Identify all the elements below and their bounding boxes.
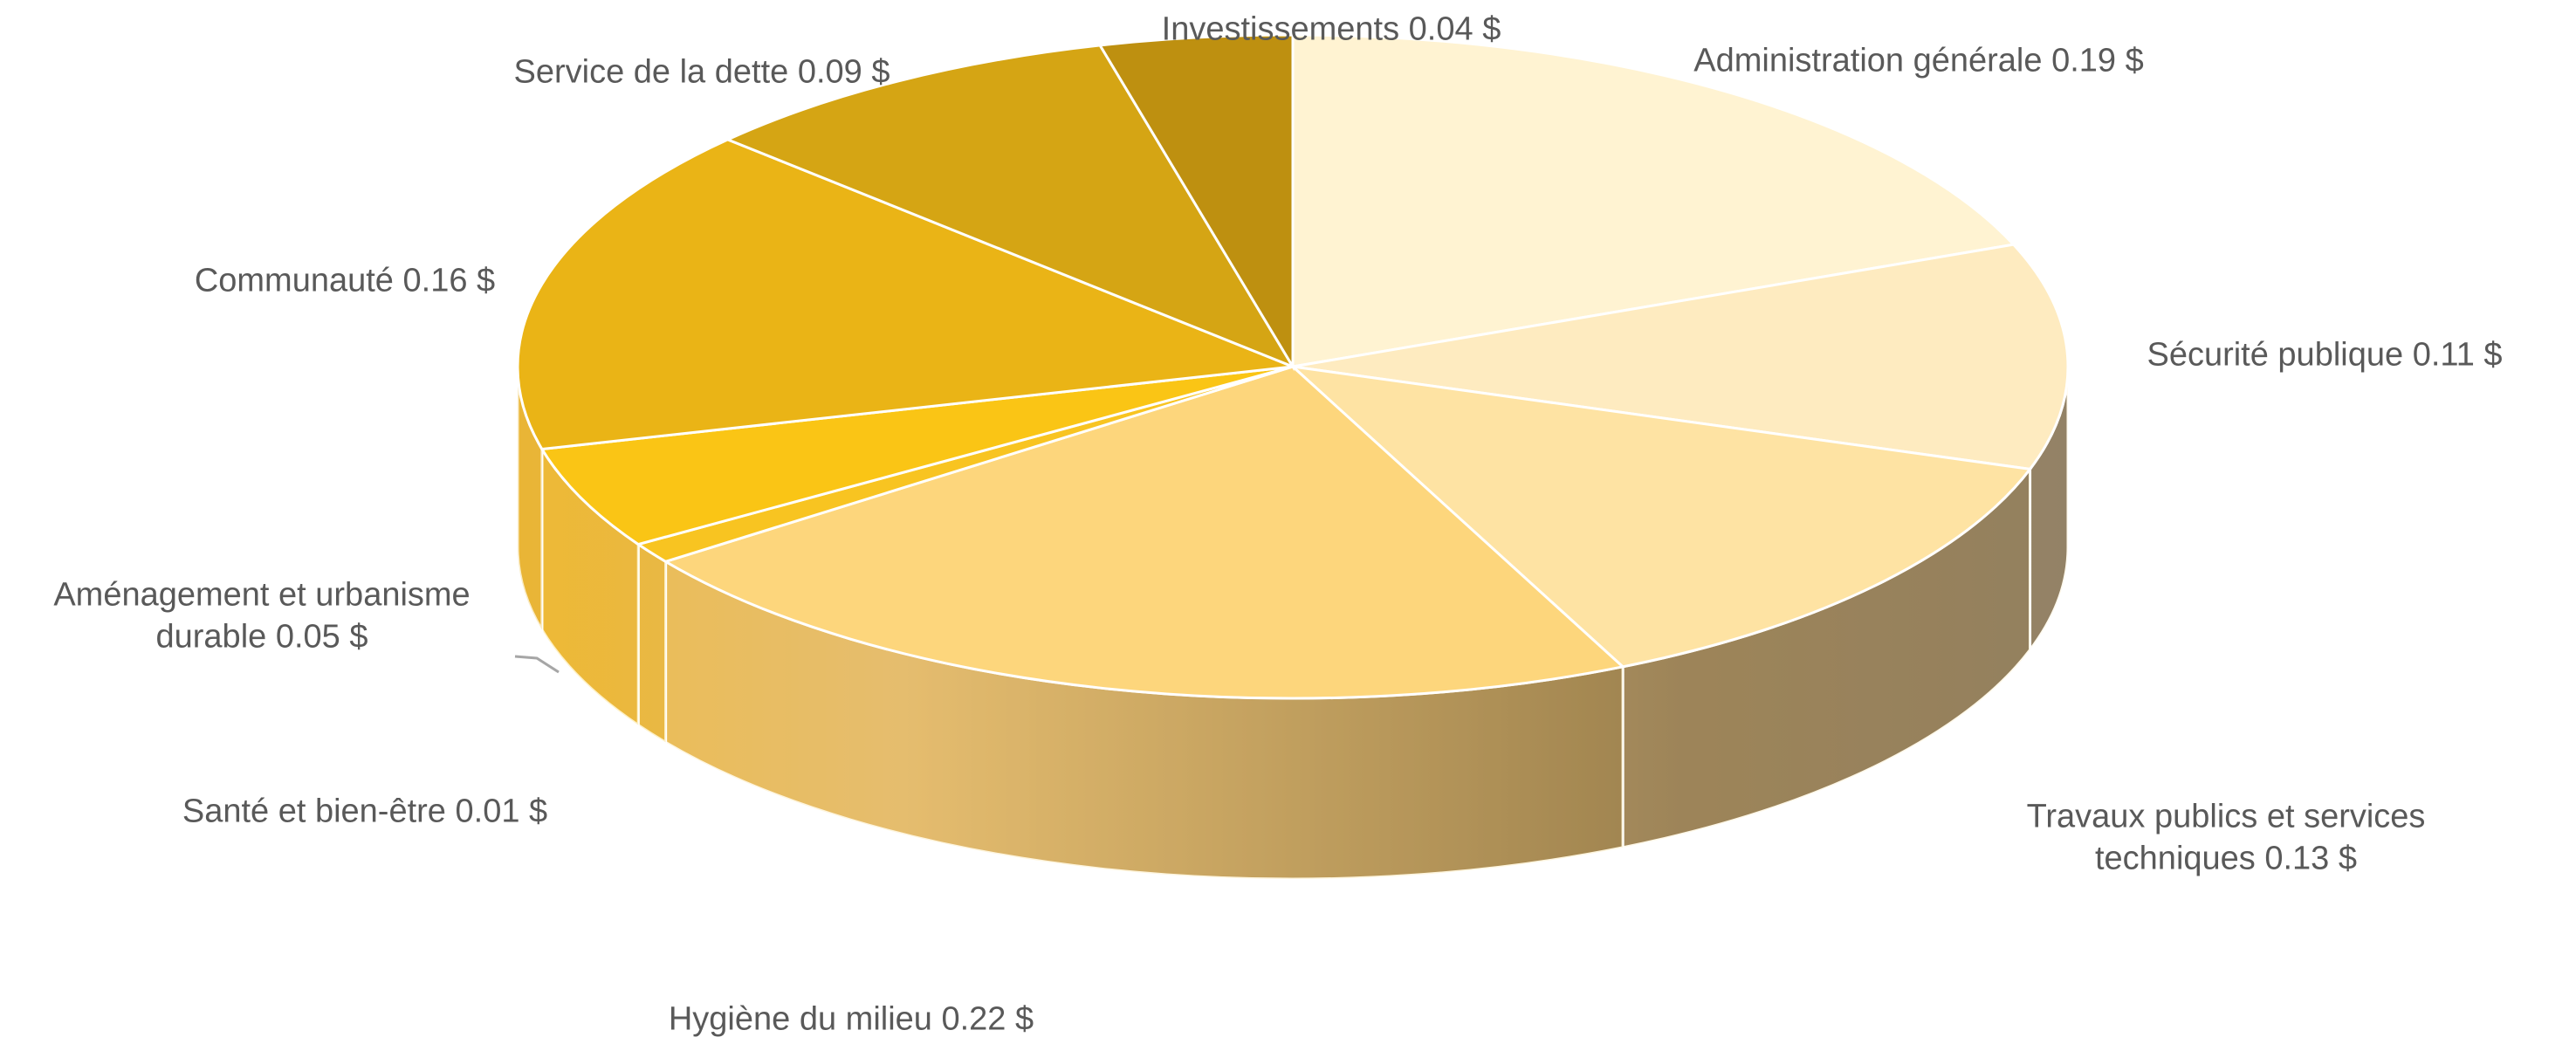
slice-side-tint [541,449,639,725]
value-label: 0.01 $ [455,793,548,830]
slice [1292,243,2070,471]
data-label: Service de la dette 0.09 $ [396,52,1007,93]
value-label: 0.13 $ [2264,840,2358,876]
data-label: Hygiène du milieu 0.22 $ [546,999,1157,1041]
value-label: 0.09 $ [797,53,890,91]
slice [516,138,1294,451]
leader-line [514,655,560,674]
data-label: Investissements 0.04 $ [1026,9,1637,51]
slice [1291,33,2016,368]
category-label: Administration générale [1693,42,2043,79]
value-label: 0.22 $ [941,1000,1034,1038]
category-label: Service de la dette [513,53,789,91]
category-label: Communauté [194,262,394,299]
value-label: 0.16 $ [402,262,496,299]
slice-side-tint [2030,367,2068,650]
value-label: 0.19 $ [2051,42,2144,79]
value-label: 0.04 $ [1408,10,1501,48]
category-label: Santé et bien-être [182,793,446,830]
slice [662,365,1626,700]
slice-side-tint [638,544,666,743]
slice-side-tint [1623,469,2030,848]
slice-side-tint [518,367,542,630]
slice [724,44,1296,370]
slice [1288,364,2033,669]
category-label: Investissements [1161,10,1400,48]
category-label: Travaux publics et services techniques [2026,798,2426,877]
data-label: Aménagement et urbanisme durable 0.05 $ [26,575,498,658]
slice [539,365,1294,546]
value-label: 0.11 $ [2412,336,2503,374]
slice [1097,33,1295,372]
data-label: Travaux publics et services techniques 0… [1955,797,2497,880]
data-label: Administration générale 0.19 $ [1692,40,2146,82]
slice-side-tint [665,561,1624,880]
value-label: 0.05 $ [275,618,368,655]
data-label: Santé et bien-être 0.01 $ [138,791,592,833]
category-label: Hygiène du milieu [668,1000,932,1038]
data-label: Communauté 0.16 $ [118,260,572,302]
data-label: Sécurité publique 0.11 $ [2019,334,2576,376]
category-label: Sécurité publique [2147,336,2404,374]
category-label: Aménagement et urbanisme durable [53,576,471,656]
